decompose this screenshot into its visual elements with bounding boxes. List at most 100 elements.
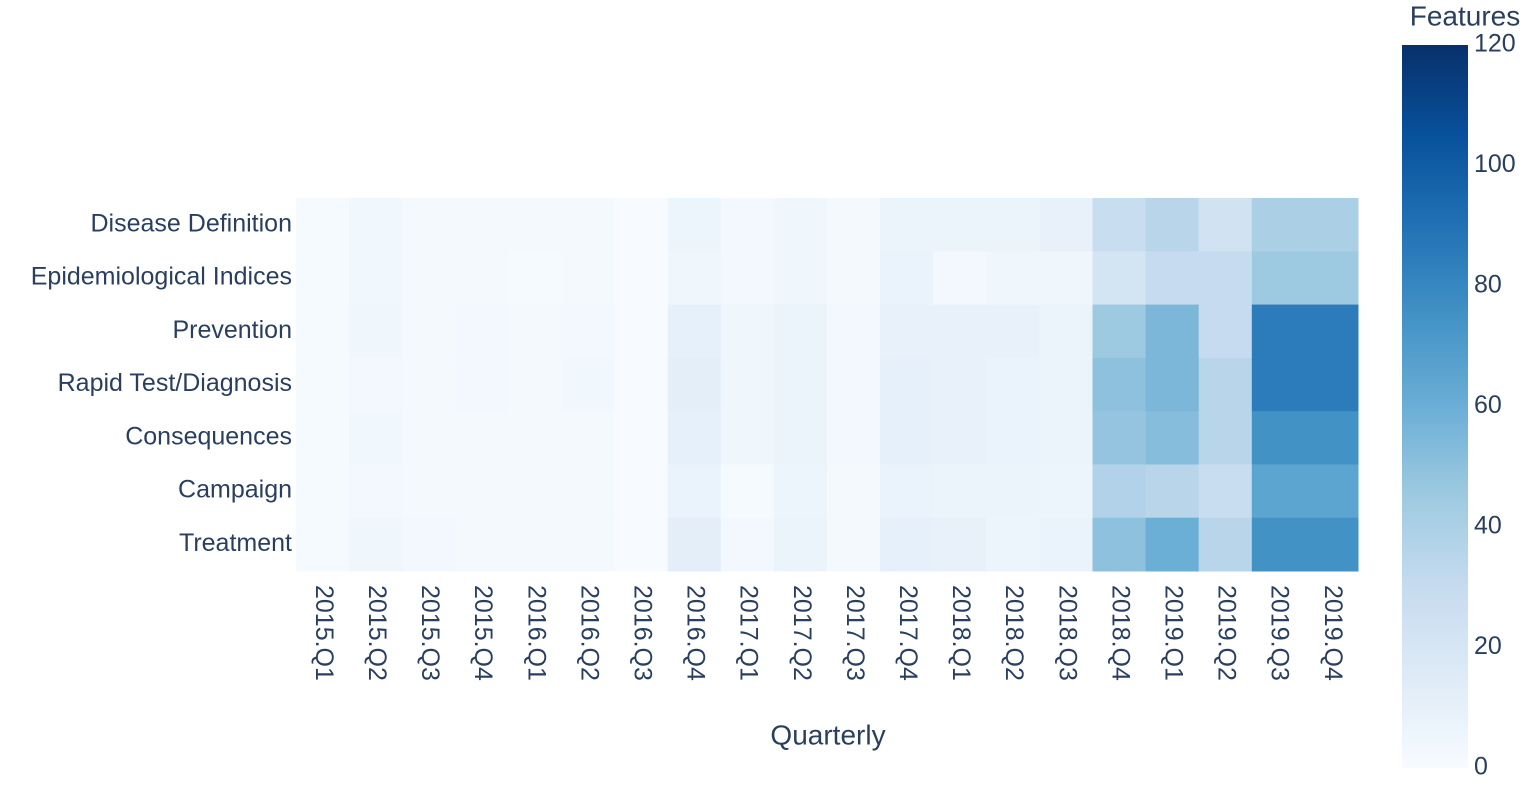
heatmap-cell bbox=[1198, 411, 1253, 465]
heatmap-cell bbox=[455, 464, 509, 519]
x-tick-label: 2018.Q1 bbox=[947, 585, 975, 681]
colorbar-tick-label: 80 bbox=[1474, 271, 1502, 299]
colorbar-title: Features bbox=[1410, 0, 1521, 31]
heatmap-cell bbox=[1198, 357, 1253, 412]
heatmap-cell bbox=[933, 464, 987, 519]
heatmap-cell bbox=[296, 357, 350, 412]
heatmap-cell bbox=[614, 198, 669, 252]
heatmap-cell bbox=[349, 304, 403, 359]
heatmap-cell bbox=[827, 517, 881, 572]
heatmap-cell bbox=[455, 198, 509, 252]
heatmap-cell bbox=[773, 357, 828, 412]
heatmap-cell bbox=[1251, 198, 1306, 252]
heatmap-cell bbox=[986, 517, 1040, 572]
heatmap-cell bbox=[667, 251, 722, 306]
x-tick-label: 2018.Q4 bbox=[1106, 585, 1134, 681]
heatmap-cell bbox=[614, 464, 669, 519]
x-tick-label: 2015.Q4 bbox=[469, 585, 497, 681]
x-tick-label: 2019.Q1 bbox=[1160, 585, 1188, 681]
colorbar-tick-label: 20 bbox=[1474, 632, 1502, 660]
x-tick-label: 2018.Q3 bbox=[1053, 585, 1081, 681]
x-tick-label: 2016.Q3 bbox=[629, 585, 657, 681]
heatmap-cell bbox=[1304, 198, 1359, 252]
heatmap-cell bbox=[1145, 464, 1200, 519]
heatmap-cell bbox=[827, 251, 881, 306]
heatmap-cell bbox=[614, 357, 669, 412]
heatmap-cell bbox=[1198, 198, 1253, 252]
heatmap-cell bbox=[986, 251, 1040, 306]
heatmap-cell bbox=[880, 251, 934, 306]
heatmap-cell bbox=[720, 464, 775, 519]
heatmap-cell bbox=[1251, 304, 1306, 359]
heatmap-cell bbox=[720, 198, 775, 252]
heatmap-cell bbox=[1251, 251, 1306, 306]
heatmap-cell bbox=[561, 411, 616, 465]
heatmap-cell bbox=[1198, 517, 1253, 572]
heatmap-cell bbox=[1304, 464, 1359, 519]
heatmap-cell bbox=[933, 357, 987, 412]
heatmap-cell bbox=[508, 198, 562, 252]
x-tick-label: 2016.Q1 bbox=[522, 585, 550, 681]
heatmap-cell bbox=[986, 411, 1040, 465]
x-tick-label: 2017.Q2 bbox=[788, 585, 816, 681]
heatmap-cell bbox=[349, 198, 403, 252]
heatmap-cell bbox=[986, 464, 1040, 519]
heatmap-cell bbox=[1304, 357, 1359, 412]
heatmap-cell bbox=[349, 411, 403, 465]
heatmap-cell bbox=[1092, 517, 1147, 572]
heatmap-cell bbox=[1145, 198, 1200, 252]
heatmap-cell bbox=[561, 304, 616, 359]
heatmap-cell bbox=[1039, 198, 1093, 252]
heatmap-cell bbox=[986, 198, 1040, 252]
heatmap-cell bbox=[720, 411, 775, 465]
colorbar-tick-label: 100 bbox=[1474, 150, 1516, 178]
x-tick-label: 2015.Q3 bbox=[416, 585, 444, 681]
heatmap-cell bbox=[508, 251, 562, 306]
heatmap-cell bbox=[1251, 517, 1306, 572]
heatmap-cell bbox=[667, 411, 722, 465]
heatmap-cell bbox=[561, 198, 616, 252]
heatmap-cell bbox=[933, 198, 987, 252]
heatmap-cell bbox=[1092, 357, 1147, 412]
heatmap-cell bbox=[773, 251, 828, 306]
heatmap-cell bbox=[720, 517, 775, 572]
heatmap-cell bbox=[296, 198, 350, 252]
x-tick-label: 2016.Q4 bbox=[682, 585, 710, 681]
heatmap-cell bbox=[1092, 304, 1147, 359]
y-tick-label: Consequences bbox=[125, 422, 292, 450]
heatmap-cell bbox=[827, 411, 881, 465]
colorbar bbox=[1402, 45, 1468, 768]
heatmap-cell bbox=[296, 517, 350, 572]
y-tick-label: Disease Definition bbox=[91, 209, 293, 237]
heatmap-cell bbox=[667, 517, 722, 572]
heatmap-cell bbox=[986, 304, 1040, 359]
heatmap-cell bbox=[1039, 411, 1093, 465]
x-tick-label: 2019.Q4 bbox=[1319, 585, 1347, 681]
y-tick-label: Prevention bbox=[172, 316, 292, 344]
heatmap-cell bbox=[614, 411, 669, 465]
heatmap-cell bbox=[1039, 251, 1093, 306]
heatmap-cell bbox=[508, 517, 562, 572]
heatmap-cell bbox=[1251, 464, 1306, 519]
colorbar-tick-label: 60 bbox=[1474, 391, 1502, 419]
heatmap-cell bbox=[508, 411, 562, 465]
x-tick-label: 2018.Q2 bbox=[1000, 585, 1028, 681]
heatmap-cell bbox=[667, 357, 722, 412]
heatmap-cell bbox=[880, 517, 934, 572]
heatmap-cell bbox=[1198, 304, 1253, 359]
heatmap-cell bbox=[880, 464, 934, 519]
heatmap-cell bbox=[455, 411, 509, 465]
heatmap-cell bbox=[1039, 464, 1093, 519]
heatmap-cell bbox=[720, 304, 775, 359]
heatmap-cell bbox=[1251, 357, 1306, 412]
x-tick-label: 2015.Q1 bbox=[310, 585, 338, 681]
heatmap-cell bbox=[667, 198, 722, 252]
heatmap-cell bbox=[1145, 411, 1200, 465]
heatmap-cell bbox=[402, 411, 456, 465]
heatmap-cell bbox=[1304, 304, 1359, 359]
heatmap-cell bbox=[986, 357, 1040, 412]
heatmap-cell bbox=[402, 304, 456, 359]
heatmap-cell bbox=[349, 357, 403, 412]
heatmap-cell bbox=[561, 251, 616, 306]
heatmap-cell bbox=[1145, 251, 1200, 306]
